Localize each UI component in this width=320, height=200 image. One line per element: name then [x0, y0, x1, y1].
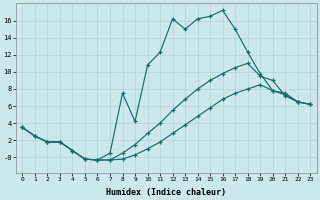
X-axis label: Humidex (Indice chaleur): Humidex (Indice chaleur) — [106, 188, 226, 197]
